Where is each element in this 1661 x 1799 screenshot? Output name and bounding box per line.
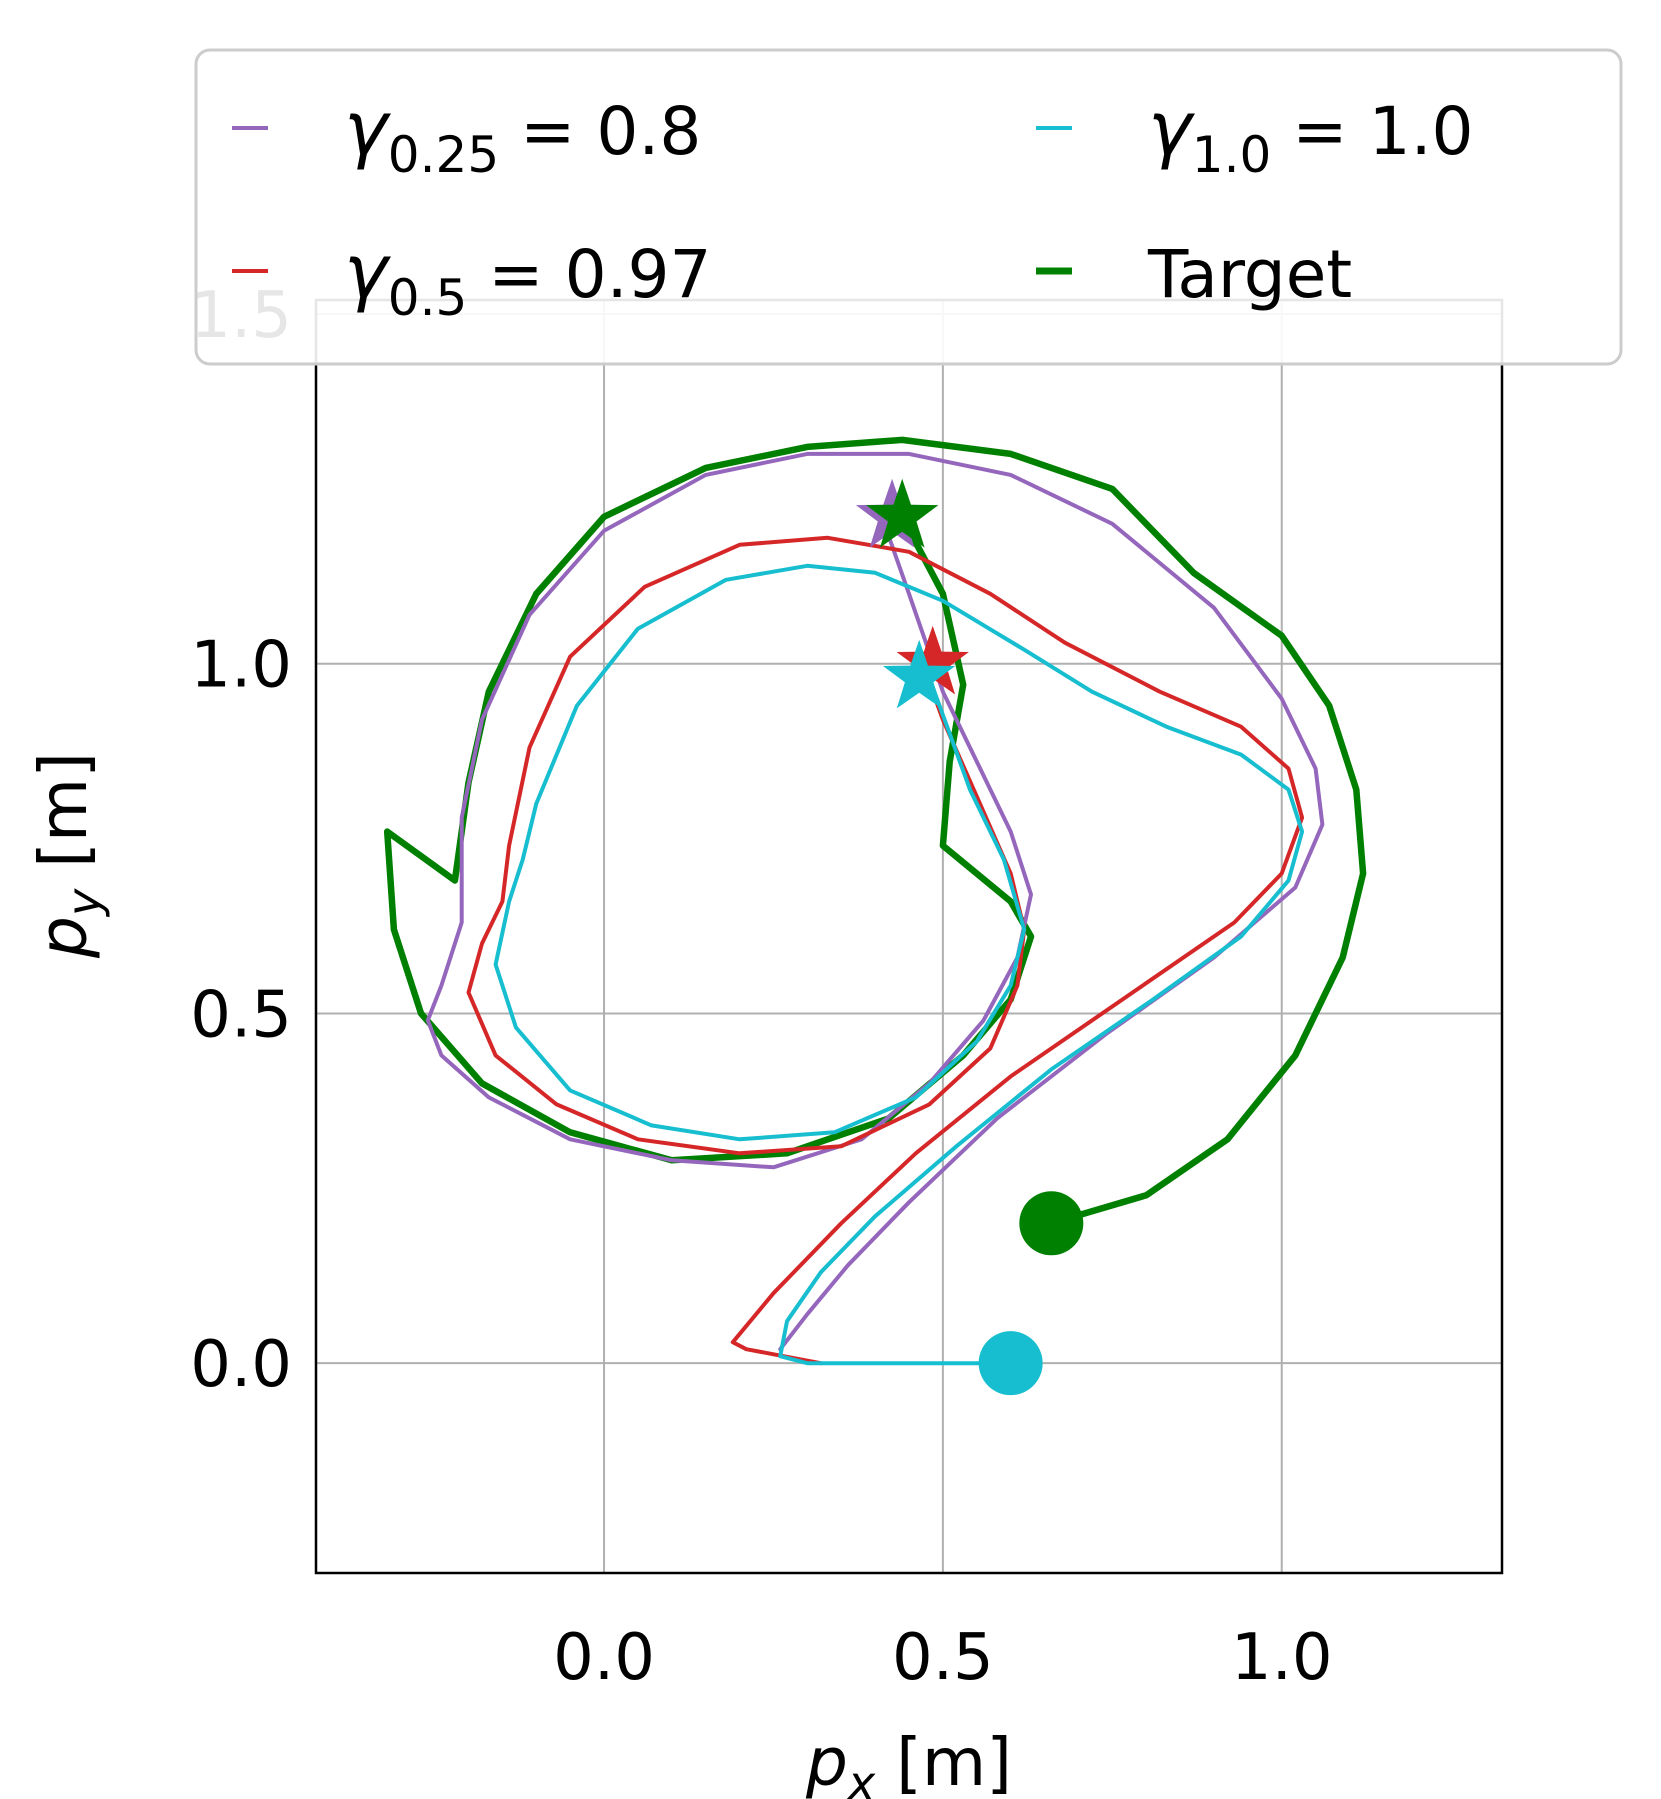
series-layer: [383, 436, 1367, 1366]
marker-layer: [855, 478, 1084, 1396]
end-star-marker: [896, 625, 969, 695]
start-marker: [978, 1331, 1043, 1396]
x-tick-label: 1.0: [1231, 1621, 1333, 1695]
y-axis-label: py [m]: [25, 752, 111, 959]
legend-label: γ1.0 = 1.0: [1148, 86, 1474, 184]
y-axis-unit: [m]: [25, 752, 102, 868]
x-ticks: 0.0 0.5 1.0: [553, 1621, 1332, 1695]
x-tick-label: 0.0: [553, 1621, 655, 1695]
legend-label: Target: [1147, 236, 1352, 313]
legend-entry: γ0.5 = 0.97: [232, 229, 712, 327]
y-axis-sub: y: [57, 888, 111, 918]
x-axis-label: px [m]: [805, 1724, 1012, 1799]
legend-box: [194, 48, 1623, 366]
end-star-marker: [883, 639, 956, 709]
legend-label: γ0.25 = 0.8: [344, 86, 701, 184]
series-line--0-5-0-97: [466, 535, 1305, 1366]
series-line--1-0-1-0: [493, 563, 1305, 1366]
x-tick-label: 0.5: [892, 1621, 994, 1695]
y-tick-label: 0.0: [190, 1328, 292, 1402]
legend: γ0.25 = 0.8 γ1.0 = 1.0 γ0.5 = 0.97 Target: [194, 48, 1623, 366]
legend-entry: Target: [1036, 236, 1352, 313]
legend-label: γ0.5 = 0.97: [344, 229, 712, 327]
legend-entry: γ1.0 = 1.0: [1036, 86, 1474, 184]
x-axis-var: p: [805, 1724, 848, 1799]
start-marker: [1019, 1191, 1084, 1256]
legend-entry: γ0.25 = 0.8: [232, 86, 701, 184]
y-tick-label: 1.0: [190, 629, 292, 703]
y-axis-var: p: [25, 916, 102, 959]
x-axis-sub: x: [846, 1756, 876, 1799]
y-tick-label: 0.5: [190, 978, 292, 1052]
end-star-marker: [866, 478, 939, 548]
x-axis-unit: [m]: [896, 1724, 1012, 1799]
